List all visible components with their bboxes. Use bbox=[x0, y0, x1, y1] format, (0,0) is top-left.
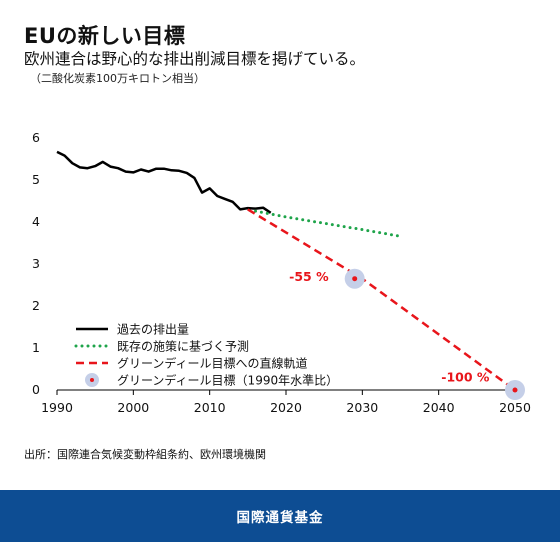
target-marker-dot bbox=[512, 387, 518, 393]
units-note: （二酸化炭素100万キロトン相当） bbox=[30, 72, 205, 85]
legend-label: グリーンディール目標（1990年水準比） bbox=[117, 373, 338, 388]
y-tick-label: 2 bbox=[32, 298, 40, 313]
chart-title: EUの新しい目標 bbox=[24, 24, 186, 48]
reduction-annotation: -55 % bbox=[289, 269, 329, 284]
annotation-layer: -55 % -100 % bbox=[289, 269, 490, 385]
footer-banner: 国際通貨基金 bbox=[0, 490, 560, 542]
target-marker-dot bbox=[352, 276, 358, 282]
legend-label: 既存の施策に基づく予測 bbox=[117, 340, 249, 354]
legend-label: 過去の排出量 bbox=[117, 323, 189, 337]
y-tick-label: 1 bbox=[32, 340, 40, 355]
x-tick-label: 2030 bbox=[346, 400, 378, 415]
series-line-1 bbox=[254, 209, 402, 238]
x-tick-label: 2000 bbox=[117, 400, 149, 415]
x-tick-label: 2010 bbox=[194, 400, 226, 415]
brand-name: 国際通貨基金 bbox=[236, 510, 324, 526]
legend: 過去の排出量既存の施策に基づく予測グリーンディール目標への直線軌道グリーンディー… bbox=[74, 323, 338, 388]
y-tick-label: 4 bbox=[32, 214, 40, 229]
y-tick-label: 0 bbox=[32, 382, 40, 397]
x-tick-label: 2050 bbox=[499, 400, 531, 415]
reduction-annotation: -100 % bbox=[441, 370, 490, 385]
x-tick-label: 1990 bbox=[41, 400, 73, 415]
x-tick-label: 2040 bbox=[423, 400, 455, 415]
source-note: 出所：国際連合気候変動枠組条約、欧州環境機関 bbox=[24, 448, 266, 461]
x-tick-label: 2020 bbox=[270, 400, 302, 415]
y-tick-label: 5 bbox=[32, 172, 40, 187]
legend-label: グリーンディール目標への直線軌道 bbox=[117, 356, 308, 371]
chart-subtitle: 欧州連合は野心的な排出削減目標を掲げている。 bbox=[24, 50, 366, 68]
y-tick-label: 3 bbox=[32, 256, 40, 271]
legend-symbol-marker-dot bbox=[90, 378, 94, 382]
emissions-chart: 1990 2000 2010 2020 2030 2040 2050 0 1 2 3 4 5 6 -55 … bbox=[32, 130, 531, 415]
axes: 1990 2000 2010 2020 2030 2040 2050 0 1 2 3 4 5 6 bbox=[32, 130, 531, 415]
marker-layer bbox=[344, 268, 525, 400]
series-line-0 bbox=[56, 150, 272, 214]
y-tick-label: 6 bbox=[32, 130, 40, 145]
series-layer bbox=[56, 150, 516, 392]
